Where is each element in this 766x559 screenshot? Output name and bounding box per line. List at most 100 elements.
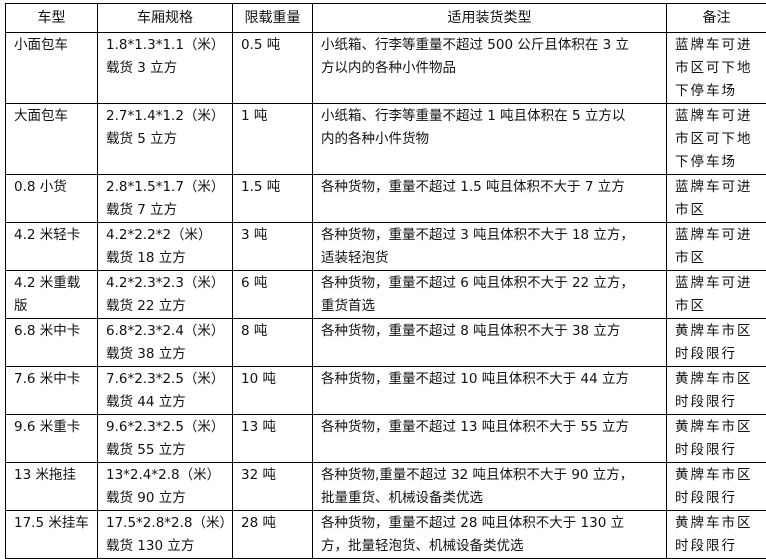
cell-text-line: 黄牌车市区 bbox=[675, 320, 760, 343]
load-limit-cell: 1 吨 bbox=[233, 104, 313, 175]
cell-text-line: 4.2*2.3*2.3（米） bbox=[106, 272, 226, 295]
cell-text-line: 载货 3 立方 bbox=[106, 57, 226, 80]
cargo-type-cell: 各种货物，重量不超过 3 吨且体积不大于 18 立方，适装轻泡货 bbox=[313, 223, 667, 271]
cell-text-line: 市区可下地 bbox=[675, 128, 760, 151]
cell-text-line: 7.6*2.3*2.5（米） bbox=[106, 368, 226, 391]
cargo-type-cell: 各种货物,重量不超过 32 吨且体积不大于 90 立方，批量重货、机械设备类优选 bbox=[313, 463, 667, 511]
cell-text-line: 黄牌车市区 bbox=[675, 464, 760, 487]
header-cargo-box-spec: 车厢规格 bbox=[98, 4, 233, 33]
cell-text-line: 4.2 米轻卡 bbox=[14, 224, 91, 247]
vehicle-type-cell: 0.8 小货 bbox=[6, 175, 98, 223]
cell-text-line: 黄牌车市区 bbox=[675, 512, 760, 535]
cell-text-line: 28 吨 bbox=[241, 512, 306, 535]
cell-text-line: 13*2.4*2.8（米） bbox=[106, 464, 226, 487]
cell-text-line: 1.5 吨 bbox=[241, 176, 306, 199]
cell-text-line: 黄牌车市区 bbox=[675, 416, 760, 439]
header-cargo-type: 适用装货类型 bbox=[313, 4, 667, 33]
vehicle-type-cell: 6.8 米中卡 bbox=[6, 319, 98, 367]
cell-text-line: 市区 bbox=[675, 199, 760, 222]
cell-text-line: 下停车场 bbox=[675, 151, 760, 174]
load-limit-cell: 3 吨 bbox=[233, 223, 313, 271]
vehicle-type-cell: 7.6 米中卡 bbox=[6, 367, 98, 415]
cell-text-line: 载货 44 立方 bbox=[106, 391, 226, 414]
cell-text-line: 4.2*2.2*2（米） bbox=[106, 224, 226, 247]
cell-text-line: 大面包车 bbox=[14, 105, 91, 128]
cell-text-line: 3 吨 bbox=[241, 224, 306, 247]
cell-text-line: 时段限行 bbox=[675, 535, 760, 558]
cargo-box-spec-cell: 1.8*1.3*1.1（米）载货 3 立方 bbox=[98, 33, 233, 104]
cell-text-line: 0.5 吨 bbox=[241, 34, 306, 57]
cell-text-line: 内的各种小件货物 bbox=[321, 128, 660, 151]
cargo-box-spec-cell: 2.8*1.5*1.7（米）载货 7 立方 bbox=[98, 175, 233, 223]
remarks-cell: 黄牌车市区时段限行 bbox=[667, 367, 766, 415]
cell-text-line: 版 bbox=[14, 295, 91, 318]
cell-text-line: 黄牌车市区 bbox=[675, 368, 760, 391]
cell-text-line: 各种货物，重量不超过 10 吨且体积不大于 44 立方 bbox=[321, 368, 660, 391]
cell-text-line: 载货 18 立方 bbox=[106, 247, 226, 270]
cell-text-line: 小面包车 bbox=[14, 34, 91, 57]
cell-text-line: 各种货物,重量不超过 32 吨且体积不大于 90 立方， bbox=[321, 464, 660, 487]
load-limit-cell: 32 吨 bbox=[233, 463, 313, 511]
cargo-box-spec-cell: 13*2.4*2.8（米）载货 90 立方 bbox=[98, 463, 233, 511]
cell-text-line: 载货 5 立方 bbox=[106, 128, 226, 151]
load-limit-cell: 10 吨 bbox=[233, 367, 313, 415]
cell-text-line: 蓝牌车可进 bbox=[675, 224, 760, 247]
cargo-type-cell: 各种货物，重量不超过 10 吨且体积不大于 44 立方 bbox=[313, 367, 667, 415]
cell-text-line: 蓝牌车可进 bbox=[675, 105, 760, 128]
cell-text-line: 2.7*1.4*1.2（米） bbox=[106, 105, 226, 128]
remarks-cell: 黄牌车市区时段限行 bbox=[667, 463, 766, 511]
cell-text-line: 4.2 米重载 bbox=[14, 272, 91, 295]
header-row: 车型 车厢规格 限载重量 适用装货类型 备注 bbox=[6, 4, 766, 33]
cell-text-line: 1.8*1.3*1.1（米） bbox=[106, 34, 226, 57]
cargo-box-spec-cell: 9.6*2.3*2.5（米）载货 55 立方 bbox=[98, 415, 233, 463]
cell-text-line: 17.5*2.8*2.8（米） bbox=[106, 512, 226, 535]
cargo-box-spec-cell: 2.7*1.4*1.2（米）载货 5 立方 bbox=[98, 104, 233, 175]
cell-text-line: 市区 bbox=[675, 295, 760, 318]
vehicle-type-cell: 4.2 米重载版 bbox=[6, 271, 98, 319]
cargo-box-spec-cell: 6.8*2.3*2.4（米）载货 38 立方 bbox=[98, 319, 233, 367]
cell-text-line: 载货 38 立方 bbox=[106, 343, 226, 366]
load-limit-cell: 0.5 吨 bbox=[233, 33, 313, 104]
cargo-type-cell: 各种货物，重量不超过 13 吨且体积不大于 55 立方 bbox=[313, 415, 667, 463]
cell-text-line: 时段限行 bbox=[675, 487, 760, 510]
cell-text-line: 2.8*1.5*1.7（米） bbox=[106, 176, 226, 199]
cell-text-line: 市区 bbox=[675, 247, 760, 270]
cell-text-line: 载货 90 立方 bbox=[106, 487, 226, 510]
load-limit-cell: 6 吨 bbox=[233, 271, 313, 319]
vehicle-type-cell: 4.2 米轻卡 bbox=[6, 223, 98, 271]
vehicle-type-cell: 17.5 米挂车 bbox=[6, 511, 98, 559]
cell-text-line: 各种货物，重量不超过 1.5 吨且体积不大于 7 立方 bbox=[321, 176, 660, 199]
remarks-cell: 蓝牌车可进市区 bbox=[667, 175, 766, 223]
load-limit-cell: 13 吨 bbox=[233, 415, 313, 463]
remarks-cell: 蓝牌车可进市区 bbox=[667, 271, 766, 319]
header-load-limit: 限载重量 bbox=[233, 4, 313, 33]
load-limit-cell: 8 吨 bbox=[233, 319, 313, 367]
vehicle-type-cell: 13 米拖挂 bbox=[6, 463, 98, 511]
vehicle-type-cell: 9.6 米重卡 bbox=[6, 415, 98, 463]
cell-text-line: 0.8 小货 bbox=[14, 176, 91, 199]
remarks-cell: 蓝牌车可进市区 bbox=[667, 223, 766, 271]
load-limit-cell: 28 吨 bbox=[233, 511, 313, 559]
cell-text-line: 市区可下地 bbox=[675, 57, 760, 80]
cell-text-line: 小纸箱、行李等重量不超过 1 吨且体积在 5 立方以 bbox=[321, 105, 660, 128]
vehicle-type-cell: 大面包车 bbox=[6, 104, 98, 175]
cell-text-line: 载货 55 立方 bbox=[106, 439, 226, 462]
load-limit-cell: 1.5 吨 bbox=[233, 175, 313, 223]
cell-text-line: 10 吨 bbox=[241, 368, 306, 391]
cell-text-line: 批量重货、机械设备类优选 bbox=[321, 487, 660, 510]
vehicle-type-cell: 小面包车 bbox=[6, 33, 98, 104]
cell-text-line: 蓝牌车可进 bbox=[675, 176, 760, 199]
cell-text-line: 时段限行 bbox=[675, 343, 760, 366]
cell-text-line: 17.5 米挂车 bbox=[14, 512, 91, 535]
cell-text-line: 蓝牌车可进 bbox=[675, 272, 760, 295]
cell-text-line: 9.6*2.3*2.5（米） bbox=[106, 416, 226, 439]
cargo-type-cell: 各种货物，重量不超过 6 吨且体积不大于 22 立方，重货首选 bbox=[313, 271, 667, 319]
remarks-cell: 黄牌车市区时段限行 bbox=[667, 319, 766, 367]
vehicle-spec-table: 车型 车厢规格 限载重量 适用装货类型 备注 小面包车 1.8*1.3*1.1（米… bbox=[5, 3, 766, 559]
